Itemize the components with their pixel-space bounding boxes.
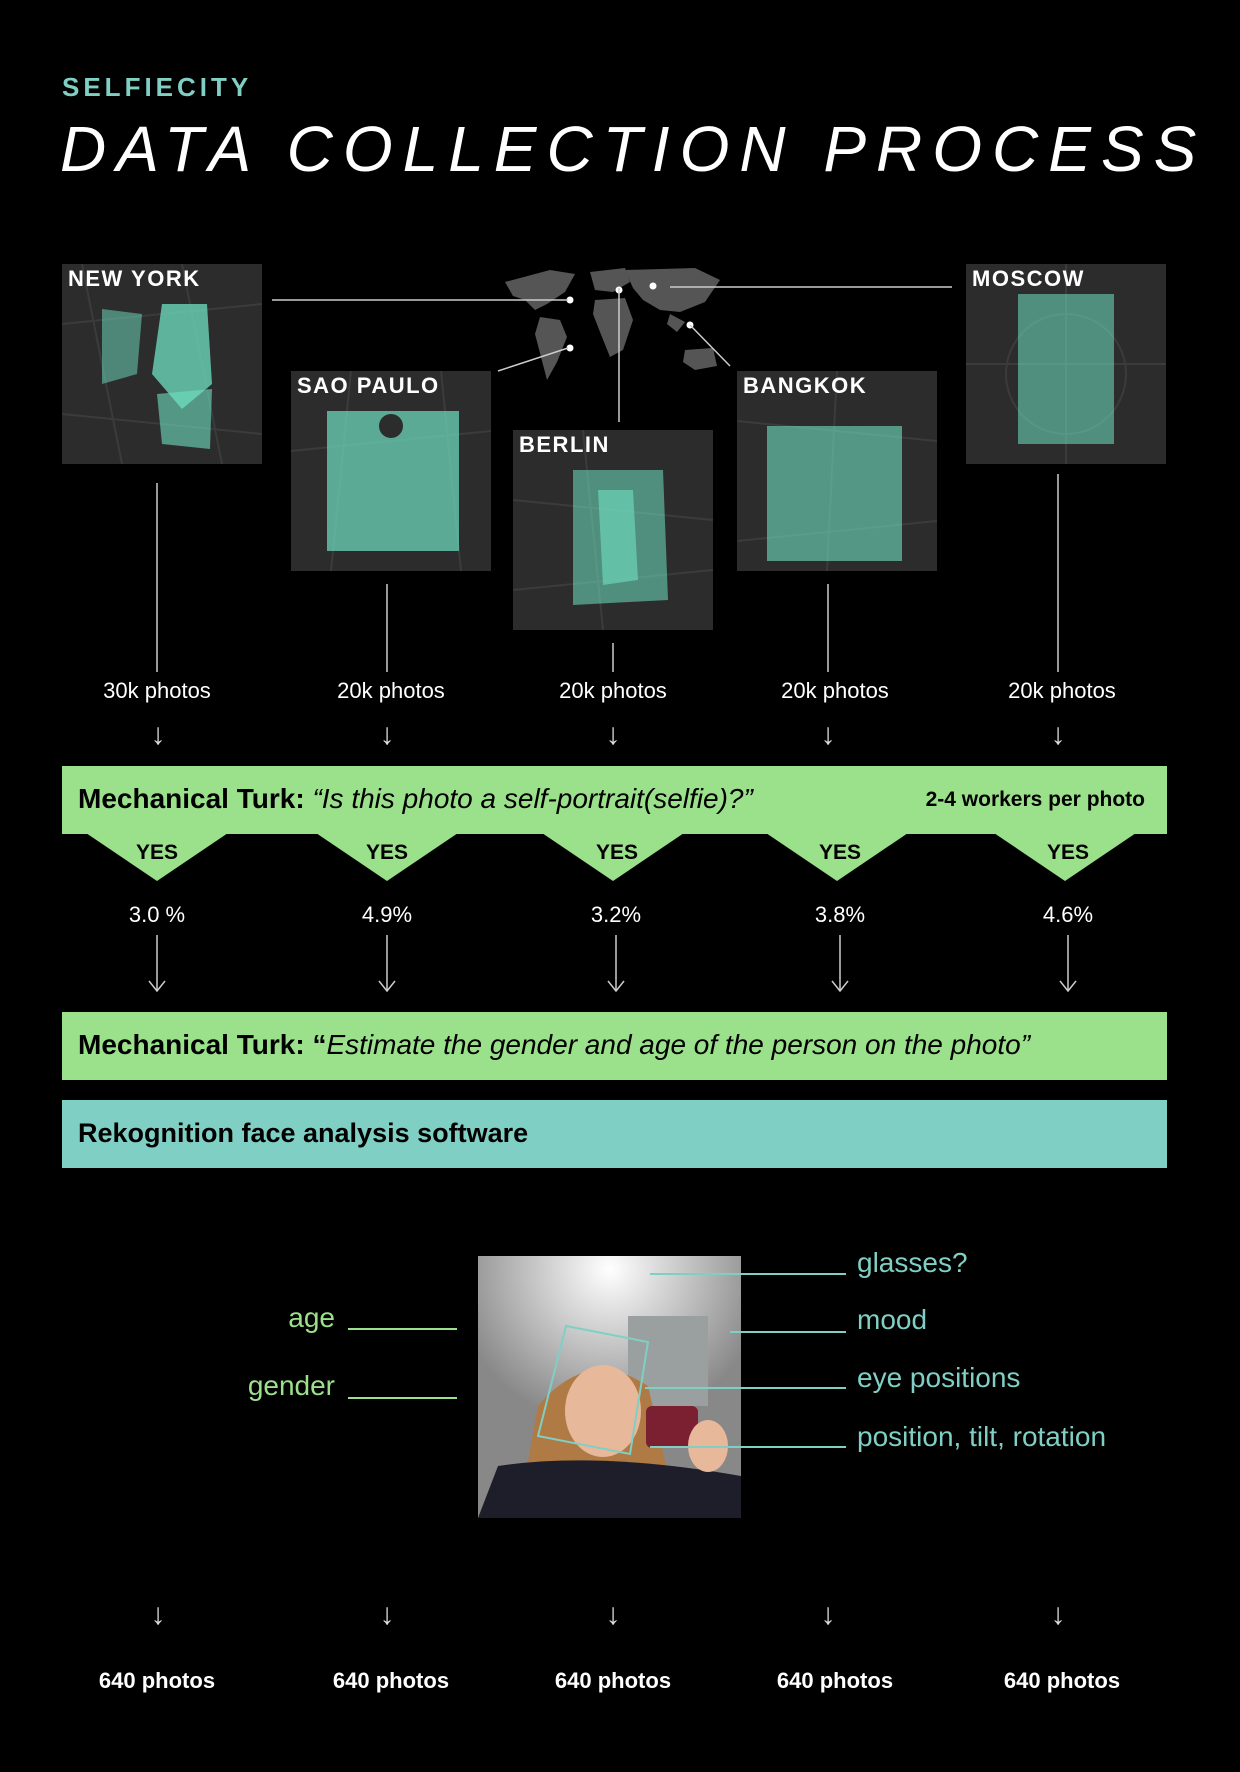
- density-map-bangkok: [737, 371, 937, 571]
- down-arrow-icon: ↓: [820, 718, 836, 751]
- down-arrow-icon: ↓: [605, 718, 621, 751]
- down-arrow-icon: ↓: [1050, 718, 1066, 751]
- yes-label: YES: [595, 841, 639, 864]
- final-count-moscow: 640 photos: [1003, 1668, 1121, 1693]
- workers-note: 2-4 workers per photo: [925, 788, 1145, 811]
- city-name: MOSCOW: [972, 266, 1085, 291]
- attribute-position-tilt-rotation: position, tilt, rotation: [857, 1421, 1107, 1452]
- photo-count-new-york: 30k photos: [103, 678, 211, 703]
- rekognition-step: Rekognition face analysis software: [62, 1100, 1167, 1168]
- mechanical-turk-gender-age-step: Mechanical Turk: “Estimate the gender an…: [62, 1012, 1167, 1080]
- yes-label: YES: [135, 841, 179, 864]
- city-map-moscow: MOSCOW: [966, 264, 1166, 464]
- city-name: NEW YORK: [68, 266, 201, 291]
- step-label: Mechanical Turk:: [78, 783, 305, 814]
- final-count-berlin: 640 photos: [554, 1668, 672, 1693]
- selfie-rate-berlin: 3.2%: [590, 902, 642, 927]
- city-name: BERLIN: [519, 432, 610, 457]
- photo-count-berlin: 20k photos: [559, 678, 667, 703]
- down-arrow-icon: ↓: [820, 1598, 836, 1631]
- photo-count-moscow: 20k photos: [1008, 678, 1116, 703]
- city-map-bangkok: BANGKOK: [737, 371, 937, 571]
- selfie-rate-sao-paulo: 4.9%: [361, 902, 413, 927]
- attribute-age: age: [288, 1302, 335, 1333]
- step-label: Rekognition face analysis software: [78, 1118, 529, 1148]
- down-arrow-icon: ↓: [150, 718, 166, 751]
- city-map-new-york: NEW YORK: [62, 264, 262, 464]
- yes-label: YES: [365, 841, 409, 864]
- selfie-rate-new-york: 3.0 %: [128, 902, 186, 927]
- quote-open: “: [312, 1029, 327, 1060]
- city-name: SAO PAULO: [297, 373, 440, 398]
- down-arrow-icon: ↓: [379, 718, 395, 751]
- photo-count-bangkok: 20k photos: [781, 678, 889, 703]
- city-map-sao-paulo: SAO PAULO: [291, 371, 491, 571]
- face-detection-box: [536, 1324, 650, 1456]
- photo-count-sao-paulo: 20k photos: [337, 678, 445, 703]
- density-map-moscow: [966, 264, 1166, 464]
- city-name: BANGKOK: [743, 373, 868, 398]
- down-arrow-icon: ↓: [1050, 1598, 1066, 1631]
- final-count-new-york: 640 photos: [98, 1668, 216, 1693]
- step-question: “Is this photo a self-portrait(selfie)?”: [312, 783, 753, 814]
- final-count-bangkok: 640 photos: [776, 1668, 894, 1693]
- down-arrow-icon: ↓: [605, 1598, 621, 1631]
- down-arrow-icon: ↓: [379, 1598, 395, 1631]
- final-count-sao-paulo: 640 photos: [332, 1668, 450, 1693]
- city-map-berlin: BERLIN: [513, 430, 713, 630]
- attribute-eye-positions: eye positions: [857, 1362, 1021, 1393]
- down-arrow-icon: ↓: [150, 1598, 166, 1631]
- step-label: Mechanical Turk:: [78, 1029, 305, 1060]
- flow-lines: [156, 474, 1059, 672]
- yes-funnels: [86, 833, 1136, 881]
- density-map-berlin: [513, 430, 713, 630]
- density-map-new-york: [62, 264, 262, 464]
- attribute-glasses: glasses?: [857, 1247, 968, 1278]
- attribute-mood: mood: [857, 1304, 928, 1335]
- attribute-gender: gender: [247, 1370, 335, 1401]
- rate-arrows: [148, 935, 1077, 993]
- density-map-sao-paulo: [291, 371, 491, 571]
- selfie-rate-bangkok: 3.8%: [814, 902, 866, 927]
- step-question: Estimate the gender and age of the perso…: [326, 1029, 1031, 1060]
- map-connectors: [272, 286, 952, 422]
- attribute-connectors: [348, 1273, 846, 1448]
- yes-label: YES: [1046, 841, 1090, 864]
- brand-label: SELFIECITY: [62, 72, 253, 102]
- selfie-rate-moscow: 4.6%: [1042, 902, 1094, 927]
- yes-label: YES: [818, 841, 862, 864]
- mechanical-turk-selfie-step: Mechanical Turk: “Is this photo a self-p…: [62, 766, 1167, 834]
- page-title: DATA COLLECTION PROCESS: [60, 113, 1207, 185]
